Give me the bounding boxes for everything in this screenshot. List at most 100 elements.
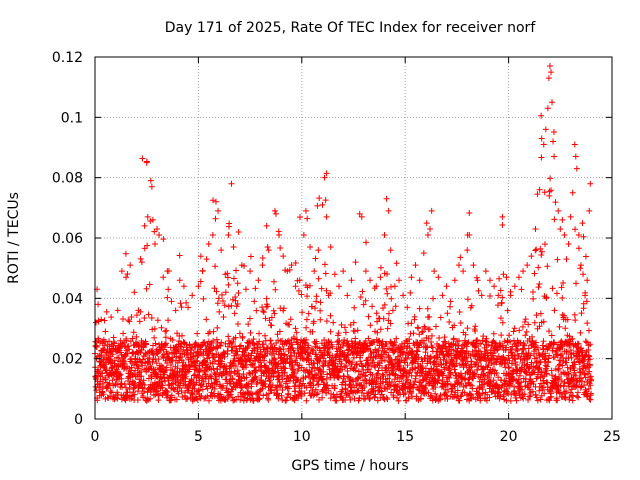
- data-point: [120, 359, 127, 366]
- data-point: [577, 329, 584, 336]
- data-point: [275, 351, 282, 358]
- data-point: [397, 366, 404, 373]
- data-point: [322, 197, 329, 204]
- data-point: [225, 281, 232, 288]
- data-point: [446, 374, 453, 381]
- data-point: [210, 365, 217, 372]
- data-point: [570, 375, 577, 382]
- data-point: [235, 229, 242, 236]
- data-point: [384, 396, 391, 403]
- data-point: [213, 336, 220, 343]
- data-point: [312, 305, 319, 312]
- data-point: [226, 370, 233, 377]
- data-point: [277, 383, 284, 390]
- data-point: [341, 324, 348, 331]
- x-tick-label: 25: [603, 429, 621, 445]
- data-point: [314, 390, 321, 397]
- data-point: [563, 348, 570, 355]
- data-point: [347, 321, 354, 328]
- data-point: [232, 297, 239, 304]
- data-point: [535, 264, 542, 271]
- data-point-peak: [319, 201, 326, 208]
- data-point: [261, 380, 268, 387]
- data-point: [312, 255, 319, 262]
- data-point: [188, 347, 195, 354]
- data-point: [558, 351, 565, 358]
- data-point-peak: [515, 274, 522, 281]
- data-point-peak: [536, 186, 543, 193]
- data-point: [323, 170, 330, 177]
- data-point: [537, 396, 544, 403]
- data-point: [173, 396, 180, 403]
- data-point: [129, 335, 136, 342]
- data-point: [139, 362, 146, 369]
- data-point-peak: [222, 271, 229, 278]
- data-point: [351, 304, 358, 311]
- data-point: [520, 395, 527, 402]
- data-point-peak: [344, 292, 351, 299]
- data-point: [582, 253, 589, 260]
- data-point: [330, 358, 337, 365]
- data-point: [350, 354, 357, 361]
- data-point-peak: [443, 283, 450, 290]
- data-point: [265, 390, 272, 397]
- data-point-peak: [470, 262, 477, 269]
- data-point: [159, 382, 166, 389]
- data-point: [126, 346, 133, 353]
- data-point: [365, 335, 372, 342]
- data-point: [159, 363, 166, 370]
- data-point: [214, 324, 221, 331]
- data-point: [419, 358, 426, 365]
- data-point: [293, 329, 300, 336]
- data-point: [432, 384, 439, 391]
- data-point: [461, 375, 468, 382]
- data-point: [282, 365, 289, 372]
- data-point: [181, 378, 188, 385]
- data-point: [231, 310, 238, 317]
- data-point-peak: [550, 138, 557, 145]
- data-point: [303, 324, 310, 331]
- data-point: [538, 112, 545, 119]
- data-point-peak: [387, 247, 394, 254]
- data-point: [245, 321, 252, 328]
- data-point: [498, 315, 505, 322]
- data-point-peak: [247, 268, 254, 275]
- data-point: [554, 397, 561, 404]
- data-point: [435, 377, 442, 384]
- data-point: [250, 361, 257, 368]
- data-point-peak: [573, 165, 580, 172]
- data-point: [331, 382, 338, 389]
- data-point: [297, 214, 304, 221]
- data-point: [107, 388, 114, 395]
- data-point-peak: [408, 274, 415, 281]
- data-point: [409, 349, 416, 356]
- data-point-peak: [228, 180, 235, 187]
- data-point: [119, 384, 126, 391]
- data-point: [273, 372, 280, 379]
- data-point: [484, 350, 491, 357]
- data-point: [220, 313, 227, 320]
- data-point-peak: [154, 225, 161, 232]
- data-point: [442, 339, 449, 346]
- data-point: [268, 322, 275, 329]
- data-point: [582, 351, 589, 358]
- data-point: [476, 391, 483, 398]
- data-point: [187, 350, 194, 357]
- data-point: [404, 362, 411, 369]
- data-point-peak: [362, 268, 369, 275]
- data-point: [289, 366, 296, 373]
- data-point: [116, 372, 123, 379]
- data-point-peak: [106, 343, 113, 350]
- data-point: [572, 372, 579, 379]
- data-point: [546, 352, 553, 359]
- data-point: [313, 338, 320, 345]
- data-point: [106, 380, 113, 387]
- data-point: [264, 243, 271, 250]
- data-point: [123, 337, 130, 344]
- data-point: [267, 337, 274, 344]
- data-point-peak: [455, 262, 462, 269]
- data-point: [444, 310, 451, 317]
- data-point: [474, 337, 481, 344]
- data-point: [292, 388, 299, 395]
- data-point: [194, 358, 201, 365]
